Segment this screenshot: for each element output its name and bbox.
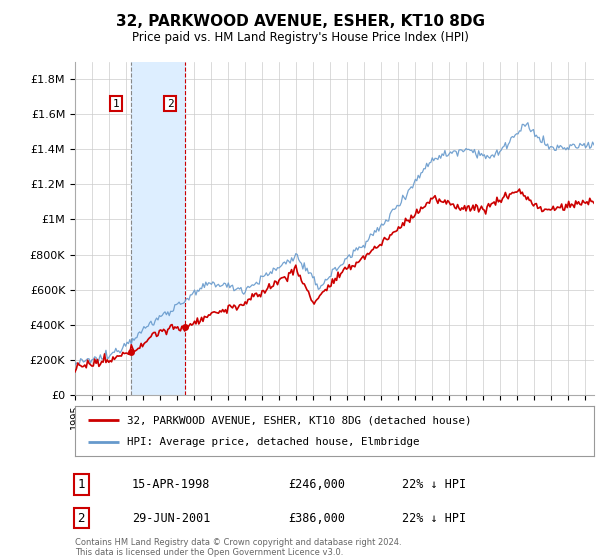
Text: 2: 2	[167, 99, 173, 109]
Text: £246,000: £246,000	[288, 478, 345, 491]
Text: 32, PARKWOOD AVENUE, ESHER, KT10 8DG: 32, PARKWOOD AVENUE, ESHER, KT10 8DG	[115, 14, 485, 29]
Text: £386,000: £386,000	[288, 511, 345, 525]
Text: 1: 1	[112, 99, 119, 109]
Text: Contains HM Land Registry data © Crown copyright and database right 2024.
This d: Contains HM Land Registry data © Crown c…	[75, 538, 401, 557]
Text: 22% ↓ HPI: 22% ↓ HPI	[402, 478, 466, 491]
Text: 32, PARKWOOD AVENUE, ESHER, KT10 8DG (detached house): 32, PARKWOOD AVENUE, ESHER, KT10 8DG (de…	[127, 415, 472, 425]
Bar	[131, 62, 185, 395]
Text: 22% ↓ HPI: 22% ↓ HPI	[402, 511, 466, 525]
Text: 2: 2	[77, 511, 85, 525]
Text: Price paid vs. HM Land Registry's House Price Index (HPI): Price paid vs. HM Land Registry's House …	[131, 31, 469, 44]
Text: 29-JUN-2001: 29-JUN-2001	[132, 511, 211, 525]
Text: HPI: Average price, detached house, Elmbridge: HPI: Average price, detached house, Elmb…	[127, 437, 419, 447]
Text: 15-APR-1998: 15-APR-1998	[132, 478, 211, 491]
Text: 1: 1	[77, 478, 85, 491]
